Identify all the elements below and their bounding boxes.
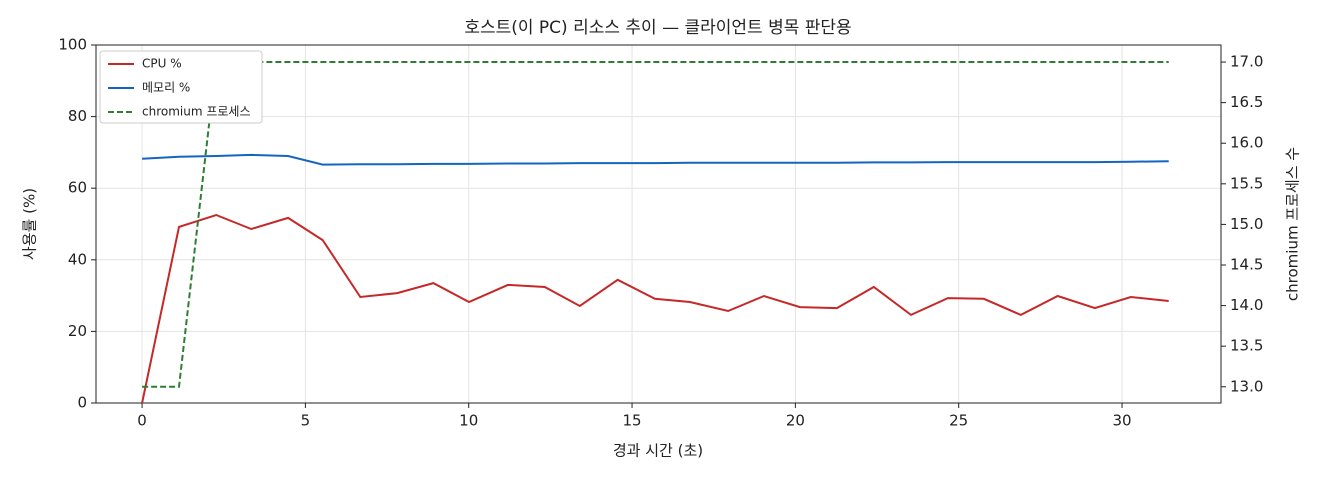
y2-tick-label: 14.0 [1230,296,1263,314]
x-tick-label: 5 [301,412,311,430]
legend-label: 메모리 % [142,81,190,95]
y-tick-label: 60 [68,179,87,197]
y2-tick-label: 17.0 [1230,53,1263,71]
y2-tick-label: 13.0 [1230,377,1263,395]
chart-title: 호스트(이 PC) 리소스 추이 — 클라이언트 병목 판단용 [464,18,851,38]
y2-tick-label: 14.5 [1230,255,1263,273]
y-tick-label: 40 [68,250,87,268]
x-tick-label: 20 [786,412,805,430]
legend-label: chromium 프로세스 [142,105,251,119]
y2-tick-label: 13.5 [1230,337,1263,355]
y-tick-label: 100 [58,36,87,54]
y2-tick-label: 16.5 [1230,93,1263,111]
series-line [142,61,1169,388]
series-line [142,153,1169,166]
legend-label: CPU % [142,57,182,71]
legend: CPU % 메모리 % chromium 프로세스 [99,50,263,124]
x-tick-label: 0 [137,412,147,430]
x-tick-label: 25 [949,412,968,430]
y-tick-label: 20 [68,322,87,340]
plot-frame [95,44,1222,404]
y-tick-label: 0 [77,394,87,412]
y2-tick-label: 15.5 [1230,174,1263,192]
y2-tick-label: 15.0 [1230,215,1263,233]
x-tick-label: 30 [1112,412,1131,430]
x-tick-label: 15 [622,412,641,430]
y2-tick-label: 16.0 [1230,134,1263,152]
legend-box [99,50,263,124]
y2-axis-label: chromium 프로세스 수 [1284,147,1302,301]
series-line [141,213,1169,404]
x-tick-label: 10 [459,412,478,430]
y-axis-label: 사용률 (%) [21,188,39,260]
y-tick-label: 80 [68,107,87,125]
x-axis-label: 경과 시간 (초) [613,442,703,460]
